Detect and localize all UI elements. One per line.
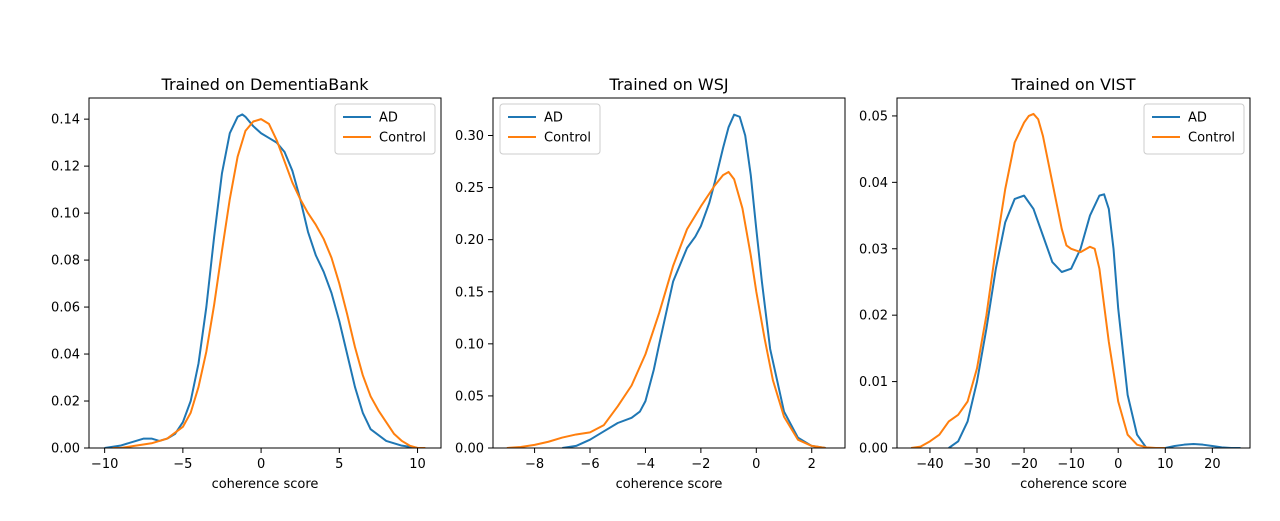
x-tick-label: 10 — [409, 457, 426, 472]
legend: AD Control — [334, 103, 436, 155]
axes-frame — [88, 97, 442, 449]
y-tick-label: 0.30 — [455, 129, 484, 144]
legend-label-ad: AD — [1188, 111, 1207, 126]
chart-panel-3: Trained on VIST coherence score −40 −30 −20 −… — [859, 75, 1251, 492]
y-tick-label: 0.02 — [859, 309, 888, 324]
x-tick-label: 2 — [808, 457, 816, 472]
y-tick-label: 0.15 — [455, 285, 484, 300]
x-tick-label: 0 — [1114, 457, 1122, 472]
series-line-ad — [562, 113, 826, 448]
y-tick-label: 0.04 — [859, 176, 888, 191]
legend: AD Control — [499, 103, 601, 155]
y-tick-label: 0.10 — [455, 337, 484, 352]
x-tick-label: −5 — [173, 457, 192, 472]
y-tick-label: 0.20 — [455, 233, 484, 248]
x-axis-label: coherence score — [616, 477, 723, 492]
y-tick-label: 0.00 — [859, 442, 888, 457]
x-tick-label: −10 — [1057, 457, 1084, 472]
x-tick-label: 20 — [1204, 457, 1221, 472]
legend-label-ad: AD — [379, 111, 398, 126]
x-tick-label: −10 — [91, 457, 118, 472]
x-tick-label: 5 — [335, 457, 343, 472]
legend-label-ad: AD — [544, 111, 563, 126]
legend: AD Control — [1143, 103, 1245, 155]
x-tick-label: −2 — [691, 457, 710, 472]
legend-label-control: Control — [1188, 131, 1235, 146]
axes-frame — [492, 97, 846, 449]
y-tick-label: 0.02 — [51, 395, 80, 410]
series-line-ad — [948, 193, 1241, 448]
y-tick-label: 0.08 — [51, 254, 80, 269]
series-line-control — [112, 118, 426, 448]
y-tick-label: 0.12 — [51, 160, 80, 175]
x-tick-label: 10 — [1157, 457, 1174, 472]
y-tick-label: 0.01 — [859, 375, 888, 390]
chart-title: Trained on VIST — [1010, 75, 1135, 94]
x-tick-label: −8 — [525, 457, 544, 472]
x-axis-label: coherence score — [212, 477, 319, 492]
y-tick-label: 0.03 — [859, 242, 888, 257]
x-tick-label: −6 — [580, 457, 599, 472]
y-tick-label: 0.05 — [455, 389, 484, 404]
axes-frame — [896, 97, 1251, 449]
chart-title: Trained on WSJ — [608, 75, 728, 94]
y-tick-label: 0.14 — [51, 113, 80, 128]
y-tick-label: 0.05 — [859, 109, 888, 124]
y-tick-label: 0.25 — [455, 181, 484, 196]
y-tick-label: 0.10 — [51, 207, 80, 222]
x-axis-label: coherence score — [1020, 477, 1127, 492]
x-tick-label: 0 — [257, 457, 265, 472]
x-tick-label: −20 — [1010, 457, 1037, 472]
x-tick-label: −40 — [916, 457, 943, 472]
series-line-control — [910, 112, 1166, 448]
chart-panel-1: Trained on DementiaBank coherence score −1… — [51, 75, 442, 492]
y-tick-label: 0.04 — [51, 348, 80, 363]
x-tick-label: −30 — [963, 457, 990, 472]
chart-panel-2: Trained on WSJ coherence score −8 −6 −4 −2 0 2 0… — [455, 75, 846, 492]
x-tick-label: 0 — [752, 457, 760, 472]
chart-title: Trained on DementiaBank — [161, 75, 370, 94]
x-tick-label: −4 — [636, 457, 655, 472]
legend-label-control: Control — [379, 131, 426, 146]
y-tick-label: 0.00 — [455, 442, 484, 457]
y-tick-label: 0.06 — [51, 301, 80, 316]
y-tick-label: 0.00 — [51, 442, 80, 457]
legend-label-control: Control — [544, 131, 591, 146]
series-line-control — [506, 170, 826, 448]
